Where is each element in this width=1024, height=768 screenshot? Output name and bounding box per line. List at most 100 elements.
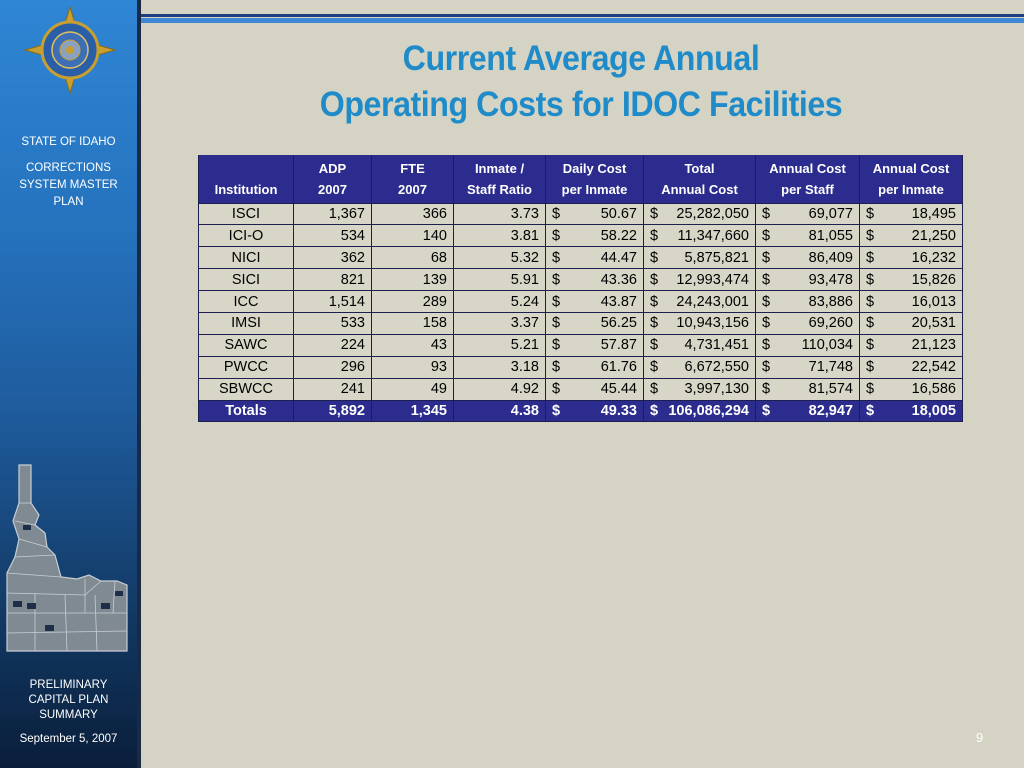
currency-symbol: $ [650, 227, 659, 244]
currency-symbol: $ [552, 381, 561, 398]
currency-symbol: $ [650, 205, 659, 222]
currency-symbol: $ [762, 271, 771, 288]
currency-symbol: $ [866, 227, 875, 244]
cost-table: ADP FTE Inmate / Daily Cost Total Annual Cost… [198, 155, 963, 423]
cell-per-staff: $83,886 [755, 290, 860, 313]
cell-fte: 1,345 [371, 399, 454, 423]
cell-value: 71,748 [808, 359, 853, 376]
cell-institution: Totals [198, 399, 294, 423]
cell-ratio: 4.92 [453, 377, 546, 401]
cell-value: 61.76 [600, 359, 637, 376]
cell-value: 10,943,156 [676, 315, 749, 332]
date-label: September 5, 2007 [19, 733, 118, 745]
cell-fte: 366 [371, 202, 454, 226]
cell-per-staff: $86,409 [755, 246, 860, 270]
cell-daily: $58.22 [545, 224, 644, 248]
cell-fte: 93 [371, 355, 454, 379]
cell-value: 58.22 [600, 227, 637, 244]
currency-symbol: $ [866, 271, 875, 288]
cell-total: $4,731,451 [643, 333, 756, 357]
cell-per-staff: $69,077 [755, 202, 860, 226]
cell-daily: $56.25 [545, 311, 644, 335]
table-body: ISCI 1,367 366 3.73 $50.67 $25,282,050 $69,077… [198, 202, 963, 423]
currency-symbol: $ [650, 271, 659, 288]
summary-label-line1: PRELIMINARY [29, 679, 108, 691]
cell-adp: 533 [293, 311, 372, 335]
cell-total: $6,672,550 [643, 355, 756, 379]
cell-total: $11,347,660 [643, 224, 756, 248]
cell-daily: $61.76 [545, 355, 644, 379]
cell-value: 18,495 [911, 205, 956, 222]
top-rule [141, 14, 1024, 26]
currency-symbol: $ [762, 359, 771, 376]
cell-institution: NICI [198, 246, 294, 270]
currency-symbol: $ [552, 205, 561, 222]
cell-fte: 49 [371, 377, 454, 401]
cell-daily: $50.67 [545, 202, 644, 226]
currency-symbol: $ [650, 249, 659, 266]
currency-symbol: $ [650, 381, 659, 398]
cell-daily: $44.47 [545, 246, 644, 270]
cell-adp: 224 [293, 333, 372, 357]
cell-ratio: 5.21 [453, 333, 546, 357]
cell-value: 110,034 [801, 337, 853, 354]
cell-value: 12,993,474 [676, 271, 749, 288]
summary-label-line3: SUMMARY [39, 709, 98, 721]
cell-ratio: 3.18 [453, 355, 546, 379]
cell-total: $10,943,156 [643, 311, 756, 335]
cell-per-inmate: $15,826 [859, 268, 963, 292]
cell-per-staff: $69,260 [755, 311, 860, 335]
column-header-bottom: per Inmate [859, 179, 963, 203]
cell-adp: 5,892 [293, 399, 372, 423]
column-header-bottom: Staff Ratio [453, 179, 546, 203]
column-header-top: Inmate / [453, 155, 546, 179]
currency-symbol: $ [552, 249, 561, 266]
cell-value: 16,586 [911, 381, 956, 398]
cell-adp: 534 [293, 224, 372, 248]
cell-fte: 158 [371, 311, 454, 335]
sidebar-divider [137, 0, 141, 768]
cell-per-staff: $81,055 [755, 224, 860, 248]
cell-value: 86,409 [808, 249, 853, 266]
cell-fte: 43 [371, 333, 454, 357]
cell-value: 49.33 [600, 402, 637, 419]
page-number: 9 [976, 730, 984, 745]
cell-adp: 362 [293, 246, 372, 270]
currency-symbol: $ [866, 315, 875, 332]
cell-value: 44.47 [600, 249, 637, 266]
currency-symbol: $ [866, 205, 875, 222]
header-row-top: ADP FTE Inmate / Daily Cost Total Annual Cost… [198, 155, 963, 179]
cell-value: 69,077 [808, 205, 853, 222]
cell-institution: SBWCC [198, 377, 294, 401]
cell-fte: 139 [371, 268, 454, 292]
column-header-bottom: Annual Cost [643, 179, 756, 203]
table-row: ISCI 1,367 366 3.73 $50.67 $25,282,050 $69,077… [198, 202, 963, 226]
cell-per-staff: $93,478 [755, 268, 860, 292]
cell-daily: $43.87 [545, 290, 644, 313]
table-row: ICI-O 534 140 3.81 $58.22 $11,347,660 $81,055 $… [198, 224, 963, 248]
cell-value: 18,005 [911, 402, 956, 419]
cell-ratio: 3.37 [453, 311, 546, 335]
cell-value: 93,478 [808, 271, 853, 288]
cell-daily: $43.36 [545, 268, 644, 292]
cell-ratio: 3.81 [453, 224, 546, 248]
currency-symbol: $ [762, 249, 771, 266]
cell-ratio: 5.32 [453, 246, 546, 270]
cell-adp: 296 [293, 355, 372, 379]
cell-value: 106,086,294 [668, 402, 749, 419]
cell-value: 43.36 [600, 271, 637, 288]
column-header-top: Total [643, 155, 756, 179]
cell-value: 20,531 [911, 315, 956, 332]
column-header-top: Annual Cost [859, 155, 963, 179]
cell-institution: ICC [198, 290, 294, 313]
cell-per-inmate: $16,232 [859, 246, 963, 270]
cell-value: 6,672,550 [684, 359, 749, 376]
cell-value: 22,542 [911, 359, 956, 376]
cell-adp: 241 [293, 377, 372, 401]
cell-per-inmate: $21,250 [859, 224, 963, 248]
cell-per-staff: $81,574 [755, 377, 860, 401]
currency-symbol: $ [866, 359, 875, 376]
cell-institution: SICI [198, 268, 294, 292]
currency-symbol: $ [866, 293, 875, 310]
column-header-bottom: 2007 [293, 179, 372, 203]
